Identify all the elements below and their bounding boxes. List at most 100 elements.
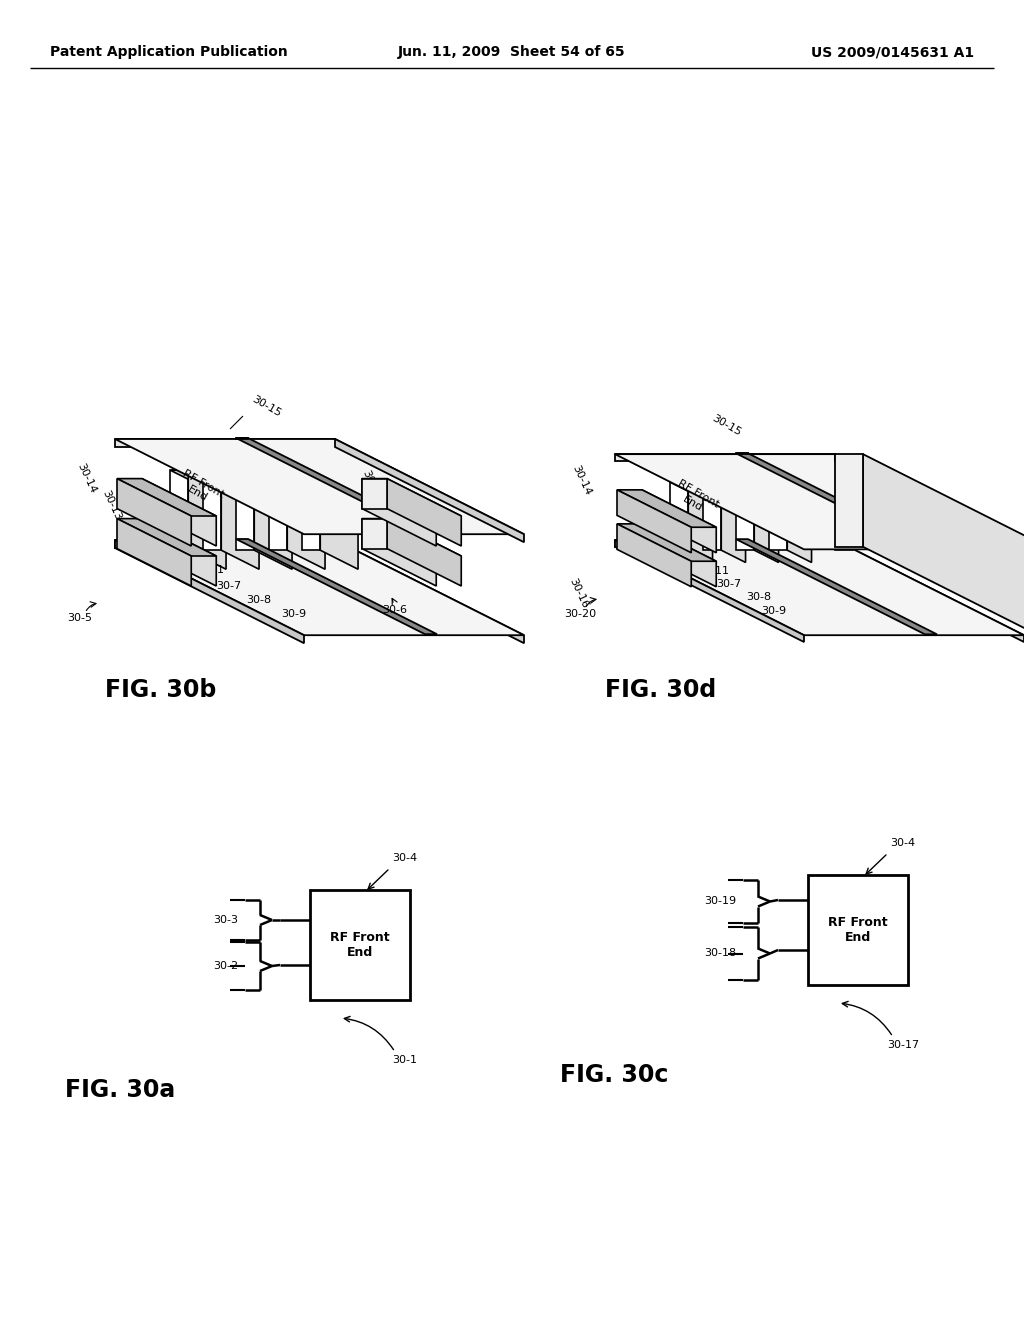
Polygon shape xyxy=(642,524,716,587)
Text: 30-15: 30-15 xyxy=(710,413,742,438)
Polygon shape xyxy=(117,479,191,546)
Text: 30-9: 30-9 xyxy=(762,606,786,615)
Polygon shape xyxy=(671,482,688,550)
Text: 30-17: 30-17 xyxy=(887,1040,920,1049)
Polygon shape xyxy=(863,454,1024,642)
Text: 30-7: 30-7 xyxy=(216,581,242,591)
Text: 30-11: 30-11 xyxy=(193,565,224,576)
Polygon shape xyxy=(362,479,461,516)
Text: FIG. 30a: FIG. 30a xyxy=(65,1078,175,1102)
Polygon shape xyxy=(302,470,358,490)
Text: FIG. 30c: FIG. 30c xyxy=(560,1063,669,1086)
Polygon shape xyxy=(387,519,461,586)
Polygon shape xyxy=(836,482,878,495)
Polygon shape xyxy=(688,482,713,562)
Polygon shape xyxy=(769,482,812,495)
Text: 30-10: 30-10 xyxy=(928,516,950,550)
Polygon shape xyxy=(615,540,804,642)
Polygon shape xyxy=(736,482,778,495)
Text: 30-4: 30-4 xyxy=(891,838,915,847)
Polygon shape xyxy=(117,519,216,556)
Polygon shape xyxy=(617,490,716,527)
Polygon shape xyxy=(721,482,745,562)
Bar xyxy=(808,875,908,985)
Text: RF Front
End: RF Front End xyxy=(828,916,888,944)
Polygon shape xyxy=(835,454,863,546)
Polygon shape xyxy=(835,454,1024,556)
Polygon shape xyxy=(170,470,188,550)
Polygon shape xyxy=(642,490,716,553)
Polygon shape xyxy=(362,519,387,549)
Bar xyxy=(310,890,410,1001)
Polygon shape xyxy=(736,482,755,550)
Text: 30-20: 30-20 xyxy=(564,609,596,619)
Polygon shape xyxy=(203,470,259,490)
Polygon shape xyxy=(236,438,437,533)
Text: 30-15: 30-15 xyxy=(250,393,283,418)
Text: 30-14: 30-14 xyxy=(570,463,593,498)
Text: 30-3: 30-3 xyxy=(213,915,238,925)
Polygon shape xyxy=(615,540,1024,635)
Polygon shape xyxy=(117,479,216,516)
Text: 30-8: 30-8 xyxy=(746,593,771,602)
Polygon shape xyxy=(203,470,221,550)
Polygon shape xyxy=(117,519,191,586)
Text: 30-7: 30-7 xyxy=(717,579,741,589)
Text: 30-8: 30-8 xyxy=(247,595,271,605)
Polygon shape xyxy=(170,470,226,490)
Polygon shape xyxy=(615,540,835,546)
Polygon shape xyxy=(115,540,335,548)
Polygon shape xyxy=(617,524,691,587)
Text: 30-4: 30-4 xyxy=(360,469,380,495)
Polygon shape xyxy=(671,482,713,495)
Polygon shape xyxy=(615,454,835,461)
Polygon shape xyxy=(617,524,716,561)
Text: 30-19: 30-19 xyxy=(703,896,736,907)
Polygon shape xyxy=(703,482,721,550)
Polygon shape xyxy=(703,482,745,495)
Text: 30-10: 30-10 xyxy=(426,561,458,570)
Polygon shape xyxy=(335,540,524,643)
Text: 30-6: 30-6 xyxy=(383,605,408,615)
Text: 30-1: 30-1 xyxy=(392,1055,418,1065)
Polygon shape xyxy=(115,540,304,643)
Polygon shape xyxy=(836,482,853,550)
Text: 30-18: 30-18 xyxy=(703,949,736,958)
Text: 30-11: 30-11 xyxy=(697,565,729,576)
Polygon shape xyxy=(362,519,461,556)
Text: 30-12: 30-12 xyxy=(640,552,672,561)
Polygon shape xyxy=(387,479,461,546)
Polygon shape xyxy=(769,482,787,550)
Polygon shape xyxy=(237,470,254,550)
Polygon shape xyxy=(617,490,691,553)
Polygon shape xyxy=(269,470,288,550)
Text: Jun. 11, 2009  Sheet 54 of 65: Jun. 11, 2009 Sheet 54 of 65 xyxy=(398,45,626,59)
Text: FIG. 30d: FIG. 30d xyxy=(605,678,716,702)
Polygon shape xyxy=(736,539,937,635)
Polygon shape xyxy=(269,470,325,490)
Text: 30-4: 30-4 xyxy=(392,853,418,863)
Text: RF Front
End: RF Front End xyxy=(670,478,721,520)
Polygon shape xyxy=(115,540,524,635)
Polygon shape xyxy=(288,470,325,569)
Text: 30-16: 30-16 xyxy=(965,535,987,569)
Text: 30-13: 30-13 xyxy=(100,488,123,523)
Polygon shape xyxy=(237,470,292,490)
Text: 30-5: 30-5 xyxy=(68,612,92,623)
Text: 30-16: 30-16 xyxy=(567,577,590,610)
Polygon shape xyxy=(115,440,524,535)
Text: US 2009/0145631 A1: US 2009/0145631 A1 xyxy=(811,45,974,59)
Polygon shape xyxy=(254,470,292,569)
Polygon shape xyxy=(321,470,358,569)
Polygon shape xyxy=(335,440,524,543)
Text: 30-4: 30-4 xyxy=(842,458,861,484)
Polygon shape xyxy=(755,482,778,562)
Text: RF Front
End: RF Front End xyxy=(330,931,390,960)
Polygon shape xyxy=(142,519,216,586)
Polygon shape xyxy=(236,539,437,634)
Text: 30-12: 30-12 xyxy=(142,552,174,562)
Text: RF Front
End: RF Front End xyxy=(175,467,225,510)
Polygon shape xyxy=(115,440,335,447)
Polygon shape xyxy=(362,519,436,586)
Text: Patent Application Publication: Patent Application Publication xyxy=(50,45,288,59)
